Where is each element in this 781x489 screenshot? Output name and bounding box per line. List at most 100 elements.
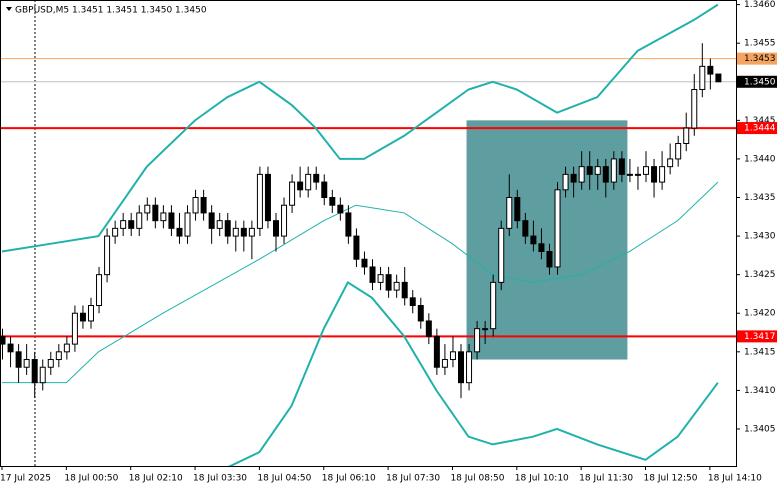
x-tick-label: 18 Jul 04:50 <box>257 474 311 484</box>
candle-body <box>377 274 384 283</box>
candle-body <box>176 227 183 237</box>
y-tick-label: 1.3430 <box>744 232 776 242</box>
candle-body <box>96 274 103 307</box>
candle-body <box>699 65 706 90</box>
candle-body <box>409 297 416 307</box>
candle-body <box>136 212 143 229</box>
y-tick-label: 1.3445 <box>744 116 776 126</box>
candle-body <box>353 235 360 260</box>
x-tick-label: 18 Jul 02:10 <box>129 474 183 484</box>
candle-body <box>168 212 175 229</box>
candle-body <box>297 181 304 191</box>
candle-body <box>482 328 489 331</box>
candle-body <box>586 166 593 175</box>
candle-body <box>31 359 38 384</box>
candle-body <box>71 312 78 345</box>
candle-body <box>626 173 633 176</box>
candle-body <box>128 220 135 229</box>
candle-body <box>707 65 714 75</box>
x-tick-label: 18 Jul 11:30 <box>579 474 633 484</box>
x-tick-label: 18 Jul 12:50 <box>644 474 698 484</box>
candle-body <box>490 281 497 330</box>
candle-body <box>200 197 207 214</box>
candle-body <box>281 204 288 237</box>
y-tick-label: 1.3435 <box>744 193 776 203</box>
level-label: 1.3444 <box>744 124 776 134</box>
candle-body <box>7 343 14 353</box>
candle-body <box>385 274 392 291</box>
candle-body <box>538 243 545 253</box>
plot-border <box>0 0 737 467</box>
candle-body <box>313 173 320 183</box>
candle-body <box>192 197 199 214</box>
candle-body <box>715 73 722 83</box>
candle-body <box>458 351 465 384</box>
candle-body <box>305 173 312 191</box>
x-tick-label: 18 Jul 06:10 <box>322 474 376 484</box>
y-tick-label: 1.3415 <box>744 347 776 357</box>
candle-body <box>329 197 336 206</box>
candle-body <box>361 258 368 268</box>
candle-body <box>160 212 167 222</box>
candle-body <box>530 235 537 245</box>
candle-body <box>506 197 513 229</box>
x-tick-label: 18 Jul 10:10 <box>515 474 569 484</box>
x-tick-label: 17 Jul 2025 <box>0 474 51 484</box>
candle-body <box>321 181 328 199</box>
candle-body <box>651 166 658 183</box>
candle-body <box>675 143 682 160</box>
candle-body <box>514 197 521 222</box>
candle-body <box>634 173 641 176</box>
level-box <box>737 52 777 65</box>
y-tick-label: 1.3405 <box>744 424 776 434</box>
level-label: 1.3453 <box>744 54 776 64</box>
band-line <box>1 3 719 253</box>
candle-body <box>248 227 255 237</box>
menu-triangle <box>6 7 12 11</box>
candle-body <box>256 173 263 229</box>
candle-body <box>498 227 505 283</box>
candle-body <box>345 212 352 237</box>
level-box <box>737 122 777 135</box>
x-tick-label: 18 Jul 07:30 <box>386 474 440 484</box>
candle-body <box>433 335 440 368</box>
candle-body <box>578 166 585 183</box>
candle-body <box>659 166 666 183</box>
candle-body <box>120 220 127 229</box>
x-tick-label: 18 Jul 03:30 <box>193 474 247 484</box>
candle-body <box>224 220 231 237</box>
candle-body <box>240 227 247 237</box>
candle-body <box>104 235 111 276</box>
candle-body <box>401 281 408 299</box>
y-tick-label: 1.3440 <box>744 154 776 164</box>
candle-body <box>144 204 151 214</box>
candle-body <box>522 220 529 237</box>
candle-body <box>602 166 609 183</box>
level-box <box>737 330 777 343</box>
candle-body <box>39 366 46 384</box>
candle-body <box>474 328 481 353</box>
candle-body <box>643 166 650 175</box>
candle-body <box>63 343 70 353</box>
candle-body <box>594 166 601 175</box>
candle-body <box>87 305 94 322</box>
level-label: 1.3450 <box>744 77 776 87</box>
candle-body <box>152 204 159 222</box>
candle-body <box>683 127 690 145</box>
y-tick-label: 1.3425 <box>744 270 776 280</box>
x-tick-label: 18 Jul 00:50 <box>64 474 118 484</box>
candle-body <box>610 158 617 183</box>
quote: 1.3451 1.3451 1.3450 1.3450 <box>72 6 207 16</box>
candle-body <box>369 266 376 283</box>
candle-body <box>691 88 698 129</box>
x-tick-label: 18 Jul 14:10 <box>708 474 762 484</box>
candle-body <box>337 204 344 214</box>
candle-body <box>546 251 553 268</box>
candle-body <box>554 189 561 268</box>
candle-body <box>289 181 296 206</box>
candle-body <box>264 173 271 222</box>
band-line <box>2 181 719 384</box>
candle-body <box>272 220 279 237</box>
candle-body <box>216 220 223 229</box>
